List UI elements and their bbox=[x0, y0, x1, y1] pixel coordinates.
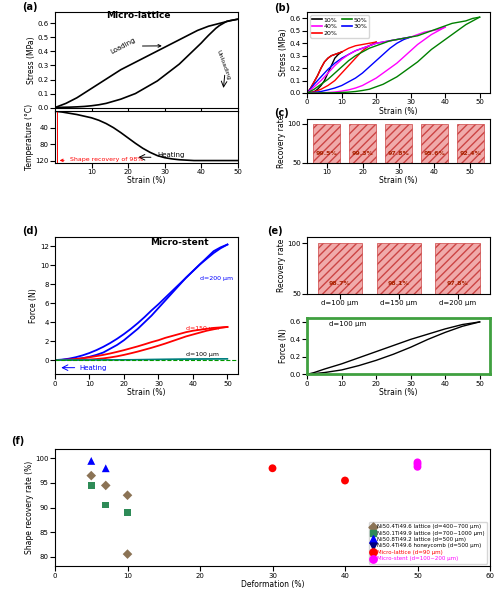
Y-axis label: Force (N): Force (N) bbox=[280, 328, 288, 364]
Bar bbox=[318, 243, 362, 344]
Text: Micro-lattice: Micro-lattice bbox=[106, 11, 170, 20]
Y-axis label: Stress (MPa): Stress (MPa) bbox=[27, 36, 36, 83]
Text: Loading: Loading bbox=[110, 37, 161, 55]
Text: (b): (b) bbox=[274, 2, 290, 13]
Y-axis label: Temperature (°C): Temperature (°C) bbox=[25, 104, 34, 170]
Point bbox=[87, 481, 95, 490]
Text: 95.6%: 95.6% bbox=[424, 152, 446, 157]
Text: 97.8%: 97.8% bbox=[388, 152, 409, 157]
Point bbox=[414, 457, 422, 467]
Point bbox=[102, 500, 110, 510]
Bar bbox=[314, 124, 340, 202]
Text: 97.8%: 97.8% bbox=[446, 281, 468, 286]
X-axis label: Strain (%): Strain (%) bbox=[127, 176, 166, 185]
Point bbox=[341, 476, 349, 485]
Bar bbox=[421, 124, 448, 202]
Point bbox=[124, 507, 132, 517]
Point bbox=[268, 463, 276, 473]
X-axis label: Strain (%): Strain (%) bbox=[380, 107, 418, 116]
Text: Micro-stent: Micro-stent bbox=[150, 238, 208, 247]
Y-axis label: Shape recovery rate (%): Shape recovery rate (%) bbox=[25, 461, 34, 554]
Text: (d): (d) bbox=[22, 226, 38, 236]
Bar bbox=[376, 243, 420, 344]
X-axis label: Strain (%): Strain (%) bbox=[127, 388, 166, 397]
X-axis label: Strain (%): Strain (%) bbox=[380, 388, 418, 397]
Point bbox=[87, 456, 95, 466]
Y-axis label: Recovery rate: Recovery rate bbox=[277, 239, 286, 292]
Text: (a): (a) bbox=[22, 2, 38, 12]
Point bbox=[102, 481, 110, 490]
Legend: 10%, 40%, 20%, 50%, 30%: 10%, 40%, 20%, 50%, 30% bbox=[310, 15, 370, 38]
X-axis label: Deformation (%): Deformation (%) bbox=[241, 580, 304, 589]
Text: d=100 μm: d=100 μm bbox=[329, 321, 366, 327]
Text: Heating: Heating bbox=[79, 365, 106, 370]
Text: 98.7%: 98.7% bbox=[328, 281, 350, 286]
Legend: Ni50.4Ti49.6 lattice (d=400~700 μm), Ni50.1Ti49.9 lattice (d=700~1000 μm), Ni50.: Ni50.4Ti49.6 lattice (d=400~700 μm), Ni5… bbox=[369, 522, 487, 563]
Y-axis label: Recovery rate: Recovery rate bbox=[277, 114, 286, 167]
Text: 92.4%: 92.4% bbox=[460, 152, 481, 157]
Point bbox=[124, 549, 132, 559]
Text: (e): (e) bbox=[267, 225, 282, 236]
Text: Heating: Heating bbox=[158, 152, 184, 158]
X-axis label: Strain (%): Strain (%) bbox=[380, 176, 418, 185]
Text: 99.5%: 99.5% bbox=[316, 152, 338, 157]
Text: d=100 μm: d=100 μm bbox=[186, 352, 219, 357]
Text: (c): (c) bbox=[274, 108, 289, 119]
Point bbox=[87, 471, 95, 481]
Bar bbox=[457, 124, 483, 202]
Bar bbox=[436, 243, 480, 344]
Text: (f): (f) bbox=[12, 436, 24, 446]
Text: Shape recovery of 98%: Shape recovery of 98% bbox=[60, 157, 143, 161]
Point bbox=[102, 463, 110, 473]
Text: 99.3%: 99.3% bbox=[352, 152, 374, 157]
Bar bbox=[385, 124, 412, 202]
Text: 98.1%: 98.1% bbox=[388, 281, 409, 286]
Y-axis label: Force (N): Force (N) bbox=[30, 288, 38, 323]
Y-axis label: Stress (MPa): Stress (MPa) bbox=[280, 29, 288, 76]
Point bbox=[414, 459, 422, 469]
Text: Unloading: Unloading bbox=[216, 50, 232, 81]
Text: d=200 μm: d=200 μm bbox=[200, 276, 233, 281]
Point bbox=[124, 490, 132, 500]
Point bbox=[414, 462, 422, 471]
Text: d=150 μm: d=150 μm bbox=[186, 326, 219, 331]
Bar bbox=[350, 124, 376, 202]
